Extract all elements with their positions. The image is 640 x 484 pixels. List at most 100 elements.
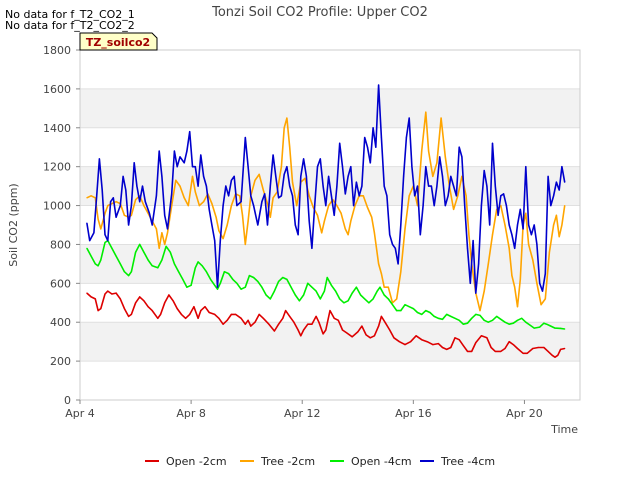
y-tick-label: 400 <box>50 316 71 329</box>
data-point <box>421 313 423 315</box>
data-point <box>86 197 88 199</box>
data-point <box>544 298 546 300</box>
data-point <box>458 339 460 341</box>
data-point <box>240 288 242 290</box>
data-point <box>262 317 264 319</box>
data-point <box>516 306 519 308</box>
data-point <box>261 201 263 203</box>
data-point <box>104 241 106 244</box>
data-point <box>291 195 294 197</box>
data-point <box>385 322 387 324</box>
data-point <box>344 193 346 195</box>
data-point <box>307 282 309 284</box>
data-point <box>128 224 130 226</box>
data-point <box>357 331 359 333</box>
data-point <box>465 195 467 197</box>
data-point <box>416 311 419 314</box>
data-point <box>441 318 444 320</box>
data-point <box>380 273 382 275</box>
no-data-message-2: No data for f_T2_CO2_2 <box>5 19 135 32</box>
data-point <box>516 319 519 321</box>
data-point <box>232 278 234 280</box>
data-point <box>107 240 109 242</box>
data-point <box>247 319 249 321</box>
data-point <box>333 214 335 216</box>
data-point <box>89 240 91 242</box>
data-point <box>536 282 538 284</box>
data-point <box>176 308 178 310</box>
data-point <box>94 263 96 265</box>
data-point <box>203 201 205 203</box>
data-point <box>511 275 513 277</box>
data-point <box>110 201 112 203</box>
data-point <box>380 136 382 139</box>
data-point <box>244 286 246 288</box>
data-point <box>286 117 288 119</box>
data-point <box>555 214 558 216</box>
grid-band <box>80 88 580 128</box>
data-point <box>547 175 549 177</box>
data-point <box>194 191 196 193</box>
data-point <box>130 214 132 216</box>
data-point <box>315 315 317 317</box>
data-point <box>219 282 221 284</box>
data-point <box>161 259 163 261</box>
data-point <box>461 156 463 158</box>
data-point <box>364 298 366 300</box>
data-point <box>454 337 456 339</box>
data-point <box>412 308 414 310</box>
data-point <box>294 224 296 226</box>
data-point <box>325 205 327 207</box>
data-point <box>564 328 566 330</box>
data-point <box>358 195 360 197</box>
data-point <box>289 146 291 148</box>
data-point <box>365 334 367 336</box>
data-point <box>564 181 566 183</box>
data-point <box>169 251 171 253</box>
data-point <box>372 298 374 300</box>
data-point <box>143 205 145 207</box>
data-point <box>322 333 324 335</box>
data-point <box>293 321 295 323</box>
data-point <box>475 292 477 294</box>
data-point <box>216 286 219 288</box>
data-point <box>411 166 413 168</box>
data-point <box>312 206 314 209</box>
series-open-4cm <box>86 239 566 330</box>
data-point <box>341 329 344 331</box>
data-point <box>336 205 338 207</box>
data-point <box>355 286 357 288</box>
data-point <box>316 214 319 216</box>
data-point <box>330 195 332 197</box>
data-point <box>100 259 102 261</box>
data-point <box>93 232 95 234</box>
data-point <box>130 205 132 207</box>
data-point <box>258 173 260 175</box>
data-point <box>487 263 489 265</box>
data-point <box>283 127 285 129</box>
data-point <box>400 310 402 312</box>
data-point <box>198 205 200 207</box>
data-point <box>383 185 385 187</box>
data-point <box>403 175 405 177</box>
data-point <box>210 278 212 280</box>
data-point <box>561 224 563 226</box>
data-point <box>386 195 388 197</box>
grid-bands <box>80 88 580 362</box>
data-point <box>97 218 99 220</box>
data-point <box>115 292 117 294</box>
data-point <box>532 259 534 261</box>
data-point <box>450 346 452 349</box>
data-point <box>250 325 252 327</box>
tag-label: TZ_soilco2 <box>86 36 150 49</box>
data-point <box>244 243 246 245</box>
data-point <box>297 234 299 236</box>
data-point <box>494 350 496 352</box>
data-point <box>508 323 510 325</box>
x-tick-label: Apr 12 <box>284 407 321 420</box>
data-point <box>560 348 562 350</box>
data-point <box>483 319 485 321</box>
data-point <box>441 175 444 177</box>
data-point <box>415 335 417 337</box>
data-point <box>355 181 357 183</box>
